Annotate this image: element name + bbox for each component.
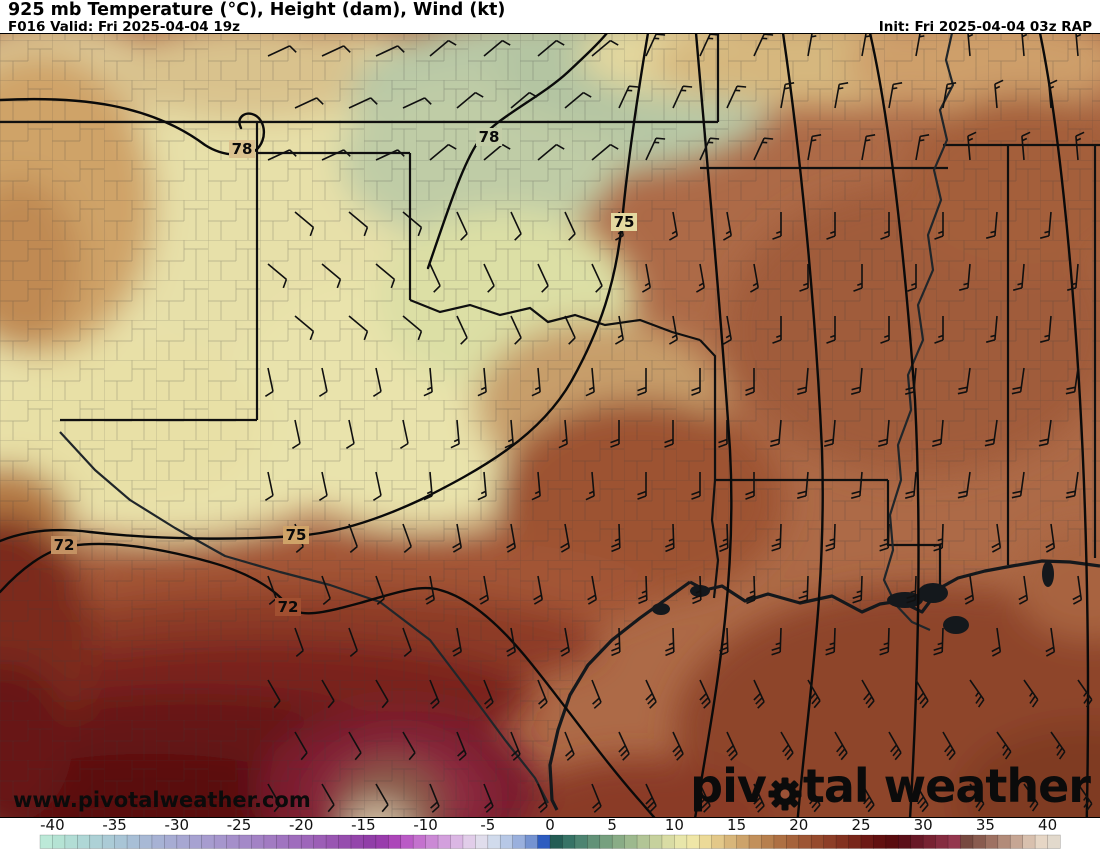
map-title: 925 mb Temperature (°C), Height (dam), W… xyxy=(8,0,506,20)
svg-text:0: 0 xyxy=(545,818,555,834)
gear-icon xyxy=(768,772,802,811)
model-init-time: Init: Fri 2025-04-04 03z RAP xyxy=(878,19,1092,35)
svg-text:35: 35 xyxy=(976,818,995,834)
svg-text:-10: -10 xyxy=(413,818,438,834)
svg-text:-20: -20 xyxy=(289,818,314,834)
svg-text:-25: -25 xyxy=(227,818,252,834)
svg-text:-30: -30 xyxy=(165,818,190,834)
svg-text:75: 75 xyxy=(614,213,635,231)
svg-text:78: 78 xyxy=(232,140,253,158)
header-bar: 925 mb Temperature (°C), Height (dam), W… xyxy=(0,0,1100,35)
watermark-text-right: tal weather xyxy=(802,759,1091,813)
svg-text:-5: -5 xyxy=(480,818,495,834)
svg-text:10: 10 xyxy=(665,818,684,834)
svg-text:72: 72 xyxy=(278,598,299,616)
svg-text:-15: -15 xyxy=(351,818,376,834)
forecast-valid-time: F016 Valid: Fri 2025-04-04 19z xyxy=(8,19,240,35)
temperature-colorbar: -40 -35 -30 -25 -20 -15 -10 -5 0 5 10 15 20 25 30 35 40 xyxy=(39,816,1061,849)
svg-text:20: 20 xyxy=(789,818,808,834)
svg-text:72: 72 xyxy=(54,536,75,554)
svg-text:-40: -40 xyxy=(40,818,65,834)
svg-text:40: 40 xyxy=(1038,818,1057,834)
website-url-label: www.pivotalweather.com xyxy=(13,788,311,812)
watermark-text-left: piv xyxy=(690,759,767,813)
svg-text:30: 30 xyxy=(914,818,933,834)
svg-text:5: 5 xyxy=(607,818,617,834)
svg-text:78: 78 xyxy=(479,128,500,146)
pivotal-weather-watermark: piv tal weather xyxy=(690,759,1091,813)
svg-text:-35: -35 xyxy=(102,818,127,834)
svg-text:25: 25 xyxy=(851,818,870,834)
weather-map: 78 78 75 75 72 72 xyxy=(0,33,1100,818)
colorbar-footer: -40 -35 -30 -25 -20 -15 -10 -5 0 5 10 15 20 25 30 35 40 xyxy=(0,816,1100,850)
svg-text:75: 75 xyxy=(286,526,307,544)
svg-text:15: 15 xyxy=(727,818,746,834)
map-canvas: 78 78 75 75 72 72 xyxy=(0,34,1100,817)
wind-barbs xyxy=(264,34,1093,813)
